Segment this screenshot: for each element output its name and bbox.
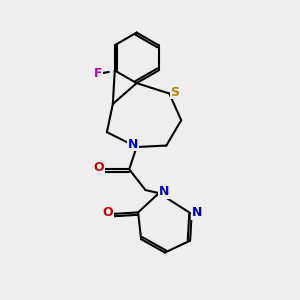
Text: N: N (159, 185, 169, 198)
Text: N: N (192, 206, 202, 219)
Text: N: N (128, 138, 138, 151)
Text: S: S (170, 85, 179, 98)
Text: O: O (94, 161, 104, 174)
Text: O: O (103, 206, 113, 219)
Text: F: F (94, 67, 103, 80)
